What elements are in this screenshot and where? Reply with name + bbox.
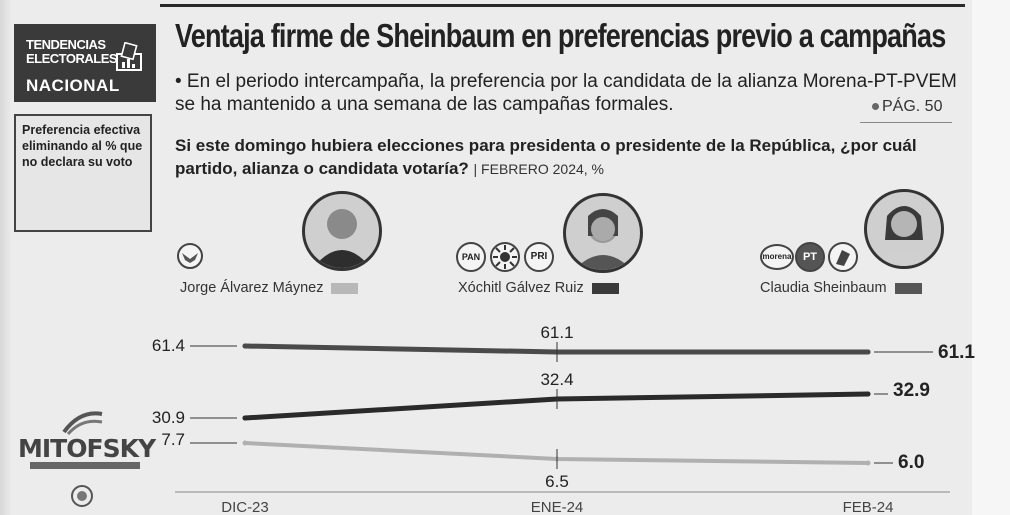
bullet-summary: • En el periodo intercampaña, la prefere…: [175, 71, 957, 115]
data-point: [242, 415, 248, 421]
sidenote: Preferencia efectiva eliminando al % que…: [14, 114, 152, 232]
candidate-name: Claudia Sheinbaum: [760, 280, 887, 296]
person-icon: [574, 209, 632, 270]
page-edge: [972, 0, 1010, 515]
ballot-box-icon: [116, 42, 142, 71]
data-label: 7.7: [161, 430, 185, 449]
eagle-icon: [182, 253, 198, 263]
badge-title: TENDENCIAS ELECTORALES: [26, 37, 118, 66]
party-logo-pvem: [828, 242, 858, 272]
data-point: [865, 460, 871, 466]
toucan-icon: [836, 250, 850, 266]
mitofsky-emblem-icon: [62, 411, 103, 436]
person-icon: [875, 206, 933, 266]
party-logo-pt: PT: [795, 242, 825, 272]
candidate-name: Jorge Álvarez Máynez: [180, 280, 324, 296]
page-ref-text: PÁG. 50: [882, 98, 943, 115]
portrait-galvez: [563, 193, 643, 273]
portrait-sheinbaum: [864, 189, 944, 269]
data-point: [242, 440, 248, 446]
left-column: TENDENCIAS ELECTORALES NACIONAL Preferen…: [14, 0, 156, 515]
headline: Ventaja firme de Sheinbaum en preferenci…: [175, 17, 946, 54]
candidate-name: Xóchitl Gálvez Ruiz: [458, 280, 584, 296]
sun-icon: [493, 245, 517, 269]
legend-swatch-sheinbaum: [894, 282, 922, 294]
page-reference[interactable]: PÁG. 50: [872, 98, 942, 116]
data-label: 6.0: [898, 452, 924, 473]
survey-question: Si este domingo hubiera elecciones para …: [175, 134, 955, 181]
page-ref-dot-icon: [872, 103, 879, 111]
data-point: [865, 349, 871, 355]
data-label: 32.4: [540, 370, 573, 389]
x-tick-label: FEB-24: [843, 499, 894, 515]
data-point: [865, 391, 871, 397]
person-icon: [313, 209, 371, 268]
party-logo-pri: PRI: [524, 242, 554, 272]
data-label: 61.1: [938, 342, 975, 363]
legend-swatch-galvez: [591, 282, 619, 294]
party-logo-pan: PAN: [456, 242, 486, 272]
data-label: 61.4: [152, 336, 185, 355]
party-logo-prd: [490, 242, 520, 272]
party-logo-mc: [177, 243, 203, 269]
portrait-maynez: [302, 191, 382, 271]
legend-swatch-maynez: [331, 282, 359, 294]
section-badge: TENDENCIAS ELECTORALES NACIONAL: [14, 24, 156, 102]
question-meta: | FEBRERO 2024, %: [473, 161, 604, 177]
party-logo-morena: morena: [760, 244, 794, 270]
question-text: Si este domingo hubiera elecciones para …: [175, 136, 917, 178]
data-label: 30.9: [152, 408, 185, 427]
page-ref-rule: [860, 122, 952, 123]
candidate-label-sheinbaum: Claudia Sheinbaum: [760, 280, 922, 296]
top-rule: [160, 4, 965, 7]
data-label: 32.9: [893, 380, 930, 401]
data-label: 61.1: [540, 323, 573, 342]
data-label: 6.5: [545, 472, 569, 491]
x-tick-label: DIC-23: [221, 499, 269, 515]
x-tick-label: ENE-24: [531, 499, 584, 515]
brand-name: MITOFSKY: [18, 434, 156, 463]
badge-scope: NACIONAL: [26, 76, 120, 95]
data-point: [242, 343, 248, 349]
badge-line2: ELECTORALES: [26, 51, 118, 66]
candidate-label-maynez: Jorge Álvarez Máynez: [180, 280, 359, 296]
brand-tagline-bar: [30, 462, 140, 469]
badge-line1: TENDENCIAS: [26, 37, 106, 52]
candidate-label-galvez: Xóchitl Gálvez Ruiz: [458, 280, 619, 296]
publisher-logo-icon: [71, 485, 93, 507]
